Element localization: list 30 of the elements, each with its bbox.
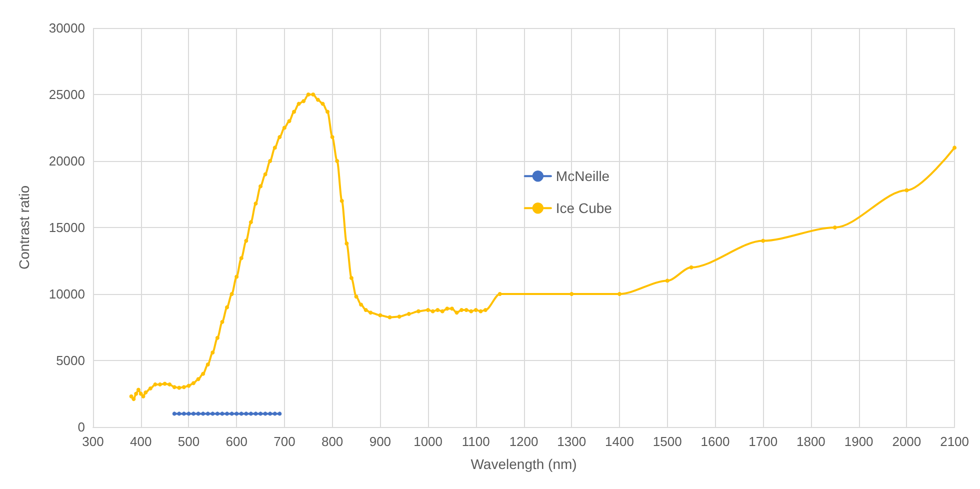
x-tick-label: 1600 xyxy=(700,434,730,449)
x-tick-label: 400 xyxy=(130,434,152,449)
x-tick-label: 1200 xyxy=(509,434,538,449)
x-tick-label: 1100 xyxy=(462,434,490,449)
x-tick-label: 900 xyxy=(369,434,392,449)
x-tick-label: 1400 xyxy=(605,434,634,449)
legend-label: Ice Cube xyxy=(556,200,612,216)
x-tick-label: 1900 xyxy=(844,434,874,449)
x-tick-label: 800 xyxy=(321,434,344,449)
x-tick-label: 2100 xyxy=(940,434,969,449)
x-tick-label: 1700 xyxy=(748,434,778,449)
y-tick-label: 30000 xyxy=(48,20,85,36)
x-tick-label: 2000 xyxy=(892,434,922,449)
y-tick-label: 0 xyxy=(78,420,85,434)
x-tick-label: 1300 xyxy=(557,434,586,449)
x-tick-label: 1800 xyxy=(796,434,826,449)
x-axis-title: Wavelength (nm) xyxy=(470,456,577,472)
y-tick-label: 10000 xyxy=(48,286,85,302)
x-tick-label: 1000 xyxy=(414,434,443,449)
x-tick-label: 300 xyxy=(82,434,104,449)
x-tick-label: 500 xyxy=(178,434,200,449)
y-tick-label: 25000 xyxy=(48,87,85,102)
y-tick-label: 15000 xyxy=(48,220,85,235)
x-tick-label: 600 xyxy=(226,434,248,449)
x-tick-label: 1500 xyxy=(652,434,682,449)
y-tick-label: 5000 xyxy=(56,353,85,368)
legend-label: McNeille xyxy=(556,168,610,184)
y-axis-title: Contrast ratio xyxy=(16,185,32,270)
y-tick-label: 20000 xyxy=(48,154,85,168)
x-tick-label: 700 xyxy=(274,434,296,449)
